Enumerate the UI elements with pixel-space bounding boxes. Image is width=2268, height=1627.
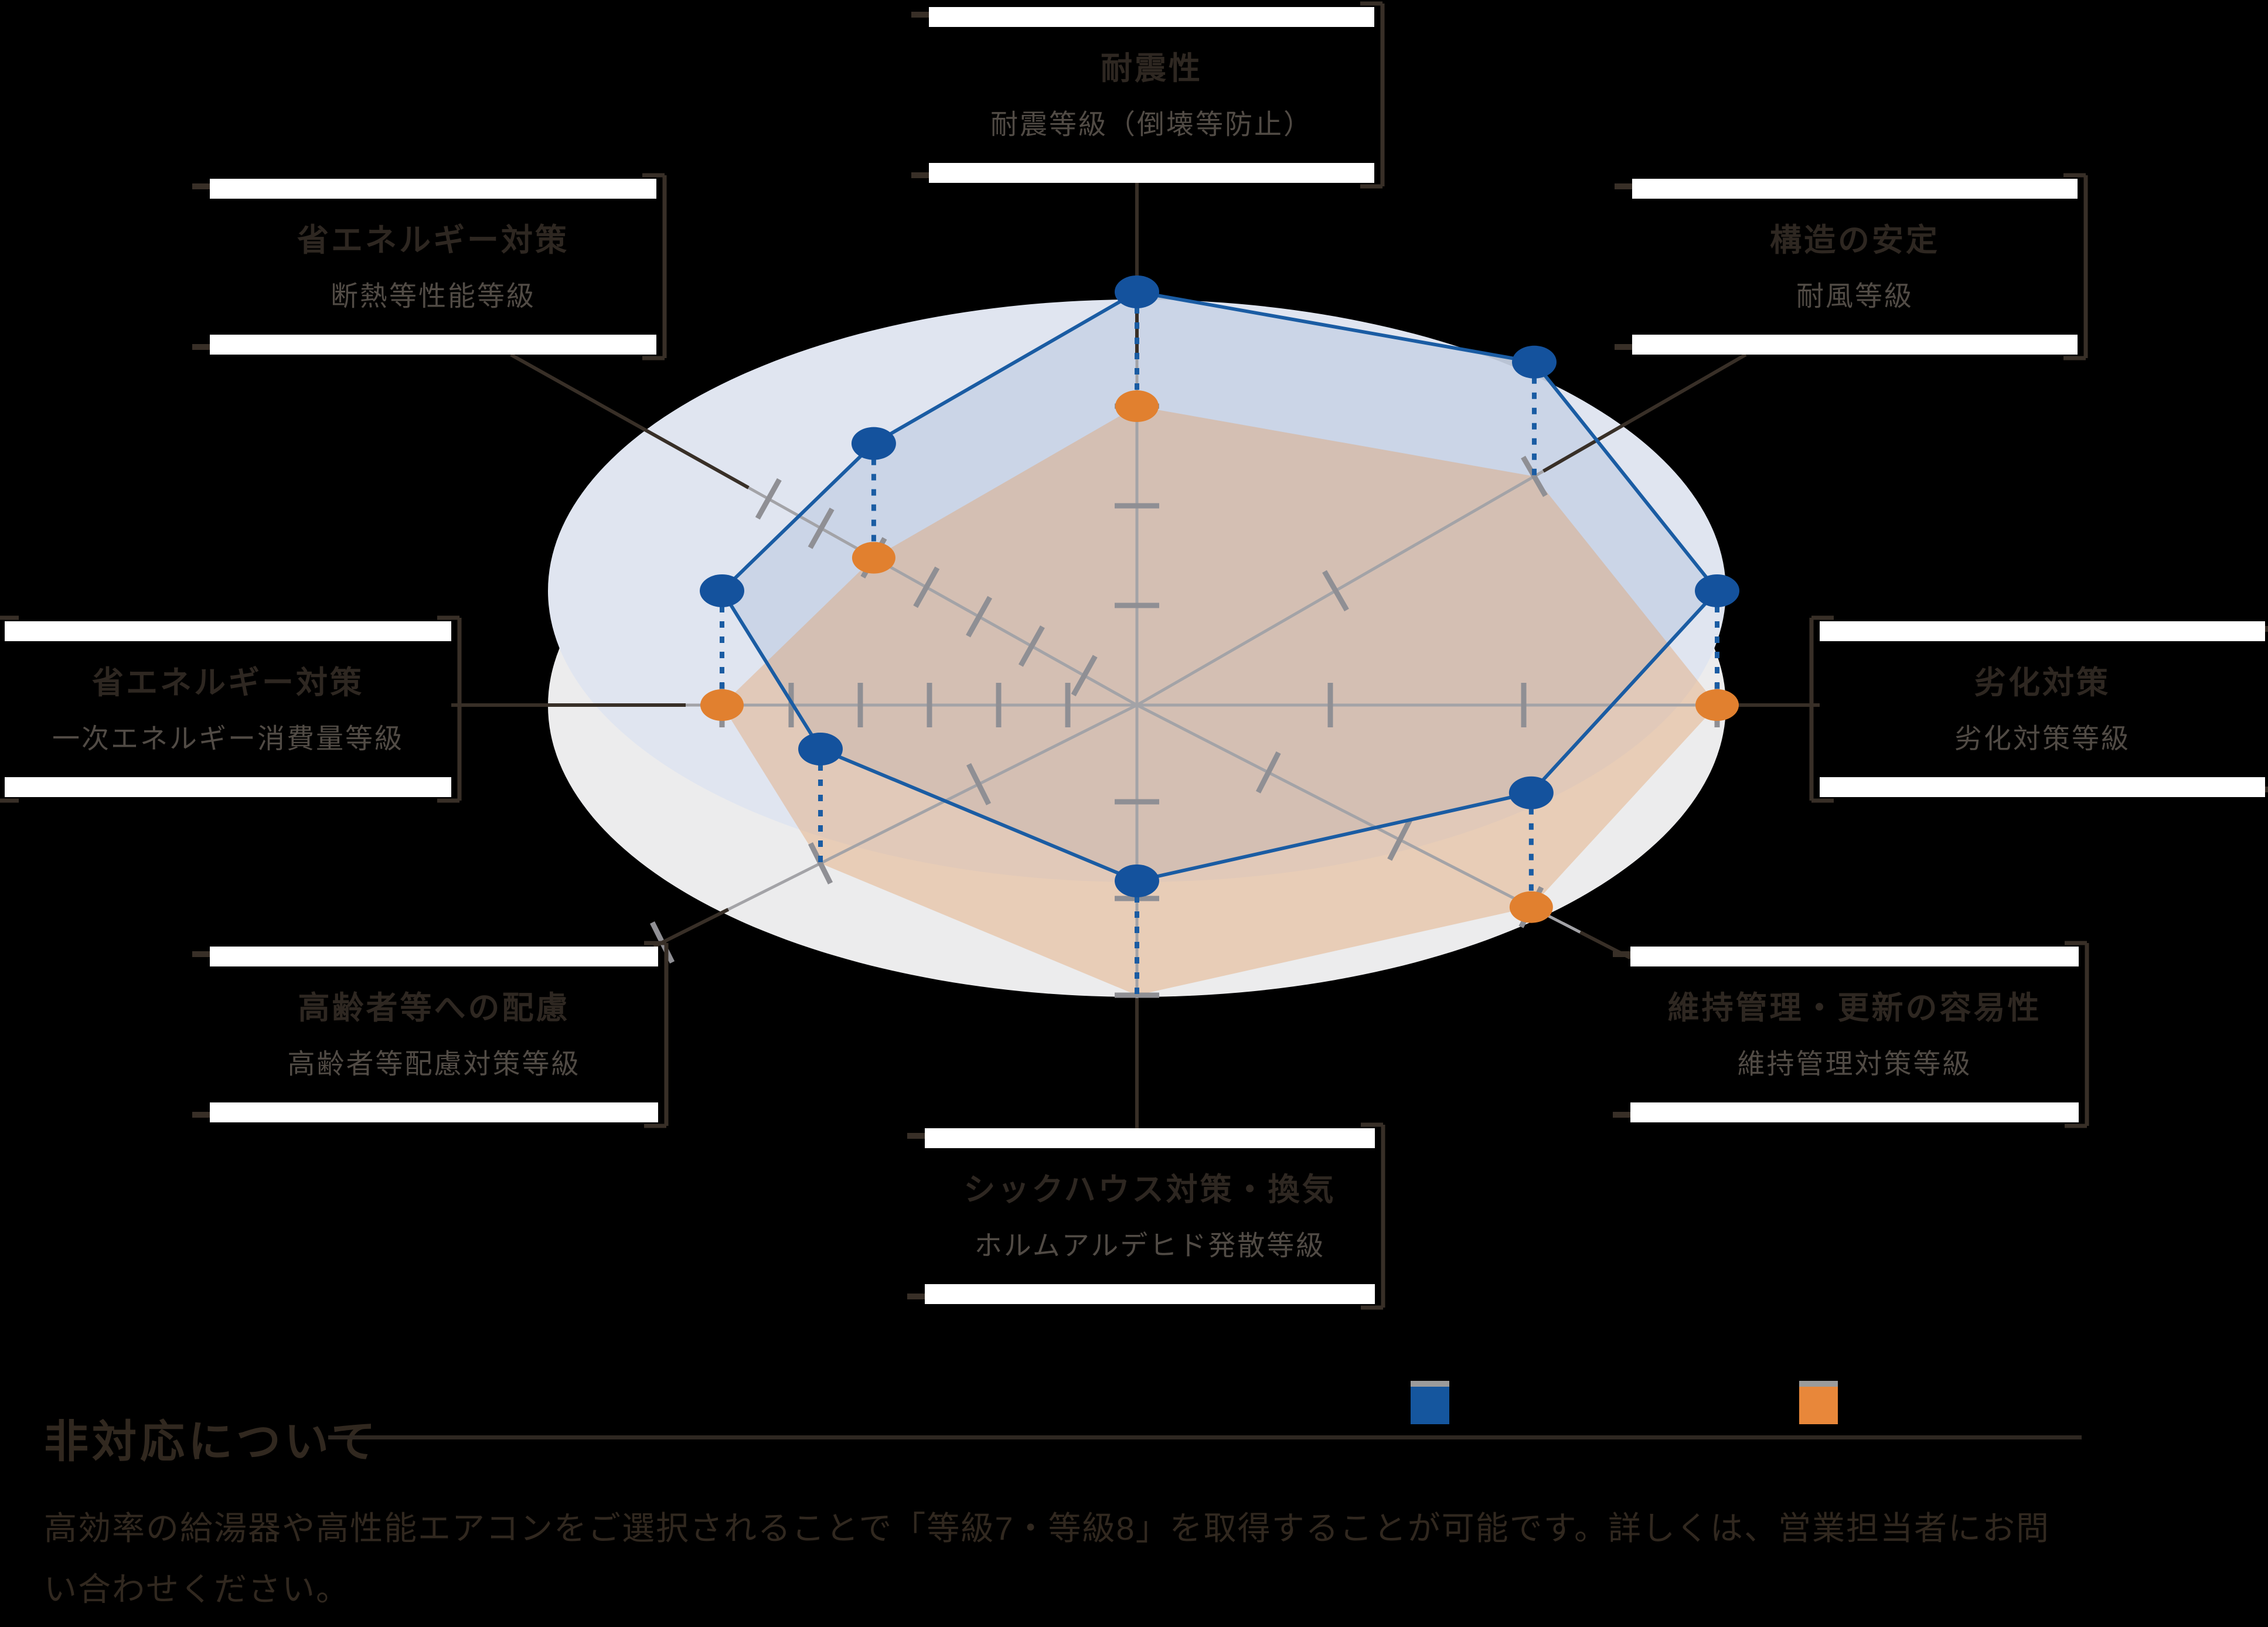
- axis-tick: [1387, 818, 1412, 861]
- footer-divider: [328, 1435, 2082, 1439]
- axis-tick: [966, 763, 992, 805]
- axis-tick: [1521, 455, 1548, 497]
- legend-swatch-series-orange: [1799, 1381, 1838, 1424]
- axis-label-sub-0: 耐震等級（倒壊等防止）: [990, 109, 1313, 140]
- axis-label-title-2: 劣化対策: [1974, 665, 2110, 700]
- label-connector-7: [509, 353, 750, 489]
- axis-line-5: [727, 703, 1138, 911]
- label-bar-top-7: [210, 179, 656, 199]
- label-corner-nub: [911, 172, 929, 178]
- axis-label-sub-5: 高齢者等配慮対策等級: [288, 1049, 581, 1080]
- blue-point-1: [1511, 345, 1557, 379]
- blue-point-3: [1508, 776, 1554, 809]
- axis-line-3: [1136, 703, 1581, 934]
- label-bar-bottom-3: [1630, 1102, 2079, 1122]
- axis-tick: [1255, 751, 1281, 794]
- axis-label-sub-4: ホルムアルデヒド発散等級: [975, 1230, 1326, 1261]
- axis-label-title-5: 高齢者等への配慮: [298, 991, 570, 1026]
- axis-tick: [1322, 570, 1349, 612]
- label-bar-bottom-5: [210, 1102, 658, 1122]
- axis-line-7: [748, 486, 1138, 707]
- series-orange-shadow-fill: [722, 406, 1717, 995]
- label-corner-nub: [192, 951, 210, 957]
- axis-label-sub-2: 劣化対策等級: [1954, 723, 2130, 754]
- label-corner-nub: [2265, 626, 2268, 632]
- label-bar-top-0: [929, 7, 1374, 27]
- label-corner-nub: [907, 1133, 925, 1139]
- blue-point-0: [1115, 275, 1159, 308]
- label-bar-top-6: [5, 621, 451, 641]
- axis-label-title-7: 省エネルギー対策: [297, 223, 569, 258]
- label-corner-nub: [1615, 344, 1632, 350]
- label-connector-1: [1542, 353, 1747, 473]
- blue-point-6: [700, 574, 744, 607]
- label-bar-top-1: [1632, 179, 2078, 199]
- label-corner-nub: [1613, 951, 1630, 957]
- footer-heading: 非対応について: [44, 1417, 379, 1467]
- label-bar-top-4: [925, 1128, 1375, 1148]
- label-corner-nub: [192, 344, 210, 350]
- orange-point-7: [852, 542, 895, 574]
- orange-point-2: [1695, 689, 1739, 721]
- label-bar-bottom-0: [929, 163, 1374, 183]
- legend-swatch-series-blue: [1411, 1381, 1449, 1424]
- orange-point-0: [1115, 390, 1159, 422]
- label-corner-nub: [192, 1112, 210, 1118]
- label-connector-5: [653, 907, 730, 948]
- axis-label-sub-1: 耐風等級: [1796, 281, 1913, 312]
- orange-point-3: [1509, 891, 1553, 923]
- blue-point-5: [798, 732, 843, 765]
- label-corner-nub: [192, 183, 210, 189]
- label-corner-nub: [1613, 1112, 1630, 1118]
- axis-tick: [1018, 625, 1045, 667]
- axis-tick: [808, 842, 833, 884]
- axis-tick: [1071, 655, 1098, 697]
- label-bar-bottom-6: [5, 777, 451, 797]
- label-corner-nub: [1615, 183, 1632, 189]
- footer-note: 高効率の給湯器や高性能エアコンをご選択されることで「等級7・等級8」を取得するこ…: [44, 1510, 2051, 1608]
- orange-point-6: [700, 689, 744, 721]
- axis-line-1: [1136, 469, 1544, 707]
- axis-tick: [913, 566, 940, 608]
- axis-tick: [966, 595, 993, 638]
- axis-tick: [808, 508, 835, 549]
- blue-point-2: [1695, 574, 1739, 607]
- axis-label-title-0: 耐震性: [1101, 51, 1203, 86]
- axis-label-title-6: 省エネルギー対策: [92, 665, 364, 700]
- label-bar-bottom-2: [1820, 777, 2265, 797]
- axis-label-sub-7: 断熱等性能等級: [331, 281, 536, 312]
- label-corner-nub: [907, 1294, 925, 1299]
- label-bar-bottom-1: [1632, 335, 2078, 355]
- label-bar-bottom-7: [210, 335, 656, 355]
- series-blue-fill: [722, 292, 1717, 881]
- label-bar-top-2: [1820, 621, 2265, 641]
- label-corner-nub: [911, 12, 929, 18]
- axis-label-title-4: シックハウス対策・換気: [963, 1172, 1336, 1207]
- axis-label-sub-3: 維持管理対策等級: [1738, 1049, 1972, 1080]
- blue-point-4: [1115, 864, 1159, 897]
- blue-point-7: [851, 427, 896, 460]
- axis-label-title-3: 維持管理・更新の容易性: [1668, 991, 2042, 1026]
- label-bar-bottom-4: [925, 1284, 1375, 1304]
- label-bar-top-5: [210, 947, 658, 966]
- label-bar-top-3: [1630, 947, 2079, 966]
- axis-label-title-1: 構造の安定: [1770, 223, 1940, 258]
- axis-label-sub-6: 一次エネルギー消費量等級: [52, 723, 404, 754]
- label-corner-nub: [2265, 787, 2268, 792]
- axis-tick: [755, 478, 782, 520]
